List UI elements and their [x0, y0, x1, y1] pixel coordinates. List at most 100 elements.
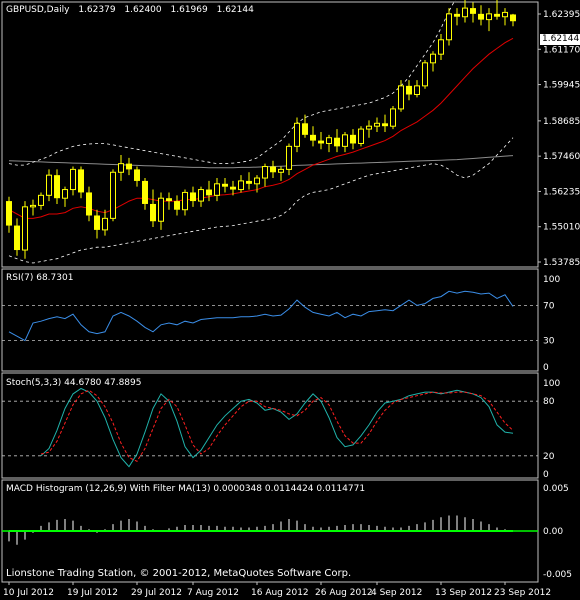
- candle-body: [446, 13, 452, 41]
- candle-body: [262, 166, 268, 179]
- candle-body: [302, 123, 308, 135]
- band-upper-line: [8, 0, 456, 166]
- price-axis-label: 1.57460: [543, 152, 580, 162]
- price-axis-label: 1.59945: [543, 81, 580, 91]
- candle-body: [430, 53, 436, 64]
- candle-body: [278, 168, 284, 173]
- stoch-axis-label: 0: [543, 470, 549, 480]
- candle-body: [254, 177, 260, 185]
- candle-body: [54, 175, 60, 199]
- ma-fast-line: [8, 37, 514, 219]
- rsi-axis-label: 30: [543, 337, 555, 347]
- date-axis-label: 10 Jul 2012: [3, 588, 54, 598]
- candle-body: [238, 180, 244, 191]
- candle-body: [158, 197, 164, 222]
- date-axis-label: 26 Aug 2012: [315, 588, 373, 598]
- candle-body: [214, 183, 220, 196]
- macd-axis-label: 0.00: [543, 527, 563, 537]
- candle-body: [414, 85, 420, 96]
- candle-body: [486, 13, 492, 21]
- candle-body: [182, 191, 188, 211]
- open-value: 1.62379: [78, 5, 116, 15]
- candle-body: [62, 189, 68, 199]
- candle-body: [222, 183, 228, 187]
- symbol-timeframe: GBPUSD,Daily: [6, 5, 70, 15]
- candle-body: [110, 171, 116, 219]
- stoch-panel-title: Stoch(5,3,3) 44.6780 47.8895: [6, 378, 142, 388]
- stoch-axis-label: 100: [543, 379, 560, 389]
- candle-body: [150, 203, 156, 222]
- candle-body: [438, 39, 444, 55]
- candle-body: [366, 125, 372, 130]
- candle-body: [398, 85, 404, 110]
- candle-body: [478, 13, 484, 20]
- date-axis-label: 16 Aug 2012: [251, 588, 309, 598]
- copyright-watermark: Lionstone Trading Station, © 2001-2012, …: [6, 568, 352, 579]
- rsi-axis-label: 0: [543, 363, 549, 373]
- candle-body: [46, 174, 52, 196]
- candle-body: [6, 201, 12, 226]
- candle-body: [22, 206, 28, 251]
- low-value: 1.61969: [170, 5, 208, 15]
- stoch-axis-label: 20: [543, 452, 555, 462]
- candle-body: [270, 166, 276, 173]
- candle-body: [286, 145, 292, 170]
- date-axis-label: 4 Sep 2012: [371, 588, 422, 598]
- candle-body: [462, 7, 468, 18]
- date-axis-label: 13 Sep 2012: [435, 588, 492, 598]
- candle-body: [502, 11, 508, 18]
- candle-body: [422, 62, 428, 87]
- date-axis-label: 29 Jul 2012: [131, 588, 182, 598]
- price-axis-label: 1.61170: [543, 45, 580, 55]
- candle-body: [230, 186, 236, 190]
- candle-body: [86, 192, 92, 216]
- price-axis-label: 1.58685: [543, 117, 580, 127]
- candle-body: [326, 137, 332, 144]
- high-value: 1.62400: [124, 5, 162, 15]
- candle-body: [134, 169, 140, 181]
- candle-body: [246, 180, 252, 184]
- macd-axis-label: -0.005: [543, 570, 572, 580]
- price-panel-header: GBPUSD,Daily 1.62379 1.62400 1.61969 1.6…: [6, 5, 260, 16]
- candle-body: [374, 122, 380, 127]
- macd-panel-title: MACD Histogram (12,26,9) With Filter MA(…: [6, 484, 366, 494]
- candle-body: [126, 163, 132, 170]
- candle-body: [382, 123, 388, 127]
- price-axis-label: 1.62395: [543, 10, 580, 20]
- ma-slow-line: [8, 155, 514, 169]
- candle-body: [206, 189, 212, 196]
- candle-body: [14, 225, 20, 251]
- macd-axis-label: 0.005: [543, 484, 569, 494]
- rsi-line: [8, 290, 514, 342]
- candle-body: [494, 13, 500, 17]
- candle-body: [342, 134, 348, 147]
- candle-body: [198, 189, 204, 202]
- price-axis-label: 1.55010: [543, 223, 580, 233]
- band-lower-line: [8, 137, 514, 264]
- candle-body: [38, 194, 44, 206]
- candle-body: [334, 137, 340, 147]
- candle-body: [118, 163, 124, 173]
- candle-body: [94, 215, 100, 230]
- date-axis-label: 23 Sep 2012: [494, 588, 551, 598]
- candle-body: [166, 198, 172, 202]
- date-axis-label: 19 Jul 2012: [67, 588, 118, 598]
- candle-body: [454, 13, 460, 17]
- candle-body: [470, 8, 476, 14]
- rsi-axis-label: 70: [543, 301, 555, 311]
- rsi-axis-label: 100: [543, 275, 560, 285]
- rsi-panel-frame: [1, 268, 539, 372]
- price-axis-label: 1.53785: [543, 258, 580, 268]
- candle-body: [142, 180, 148, 204]
- price-axis-label: 1.56235: [543, 187, 580, 197]
- rsi-panel-title: RSI(7) 68.7301: [6, 273, 74, 283]
- candle-body: [190, 192, 196, 202]
- price-panel-frame: [1, 1, 539, 268]
- candle-body: [294, 122, 300, 147]
- candle-body: [102, 217, 108, 231]
- candle-body: [406, 85, 412, 95]
- stoch-main-line: [40, 387, 514, 468]
- candle-body: [390, 108, 396, 127]
- candle-body: [78, 169, 84, 193]
- sto-panel-frame: [1, 372, 539, 479]
